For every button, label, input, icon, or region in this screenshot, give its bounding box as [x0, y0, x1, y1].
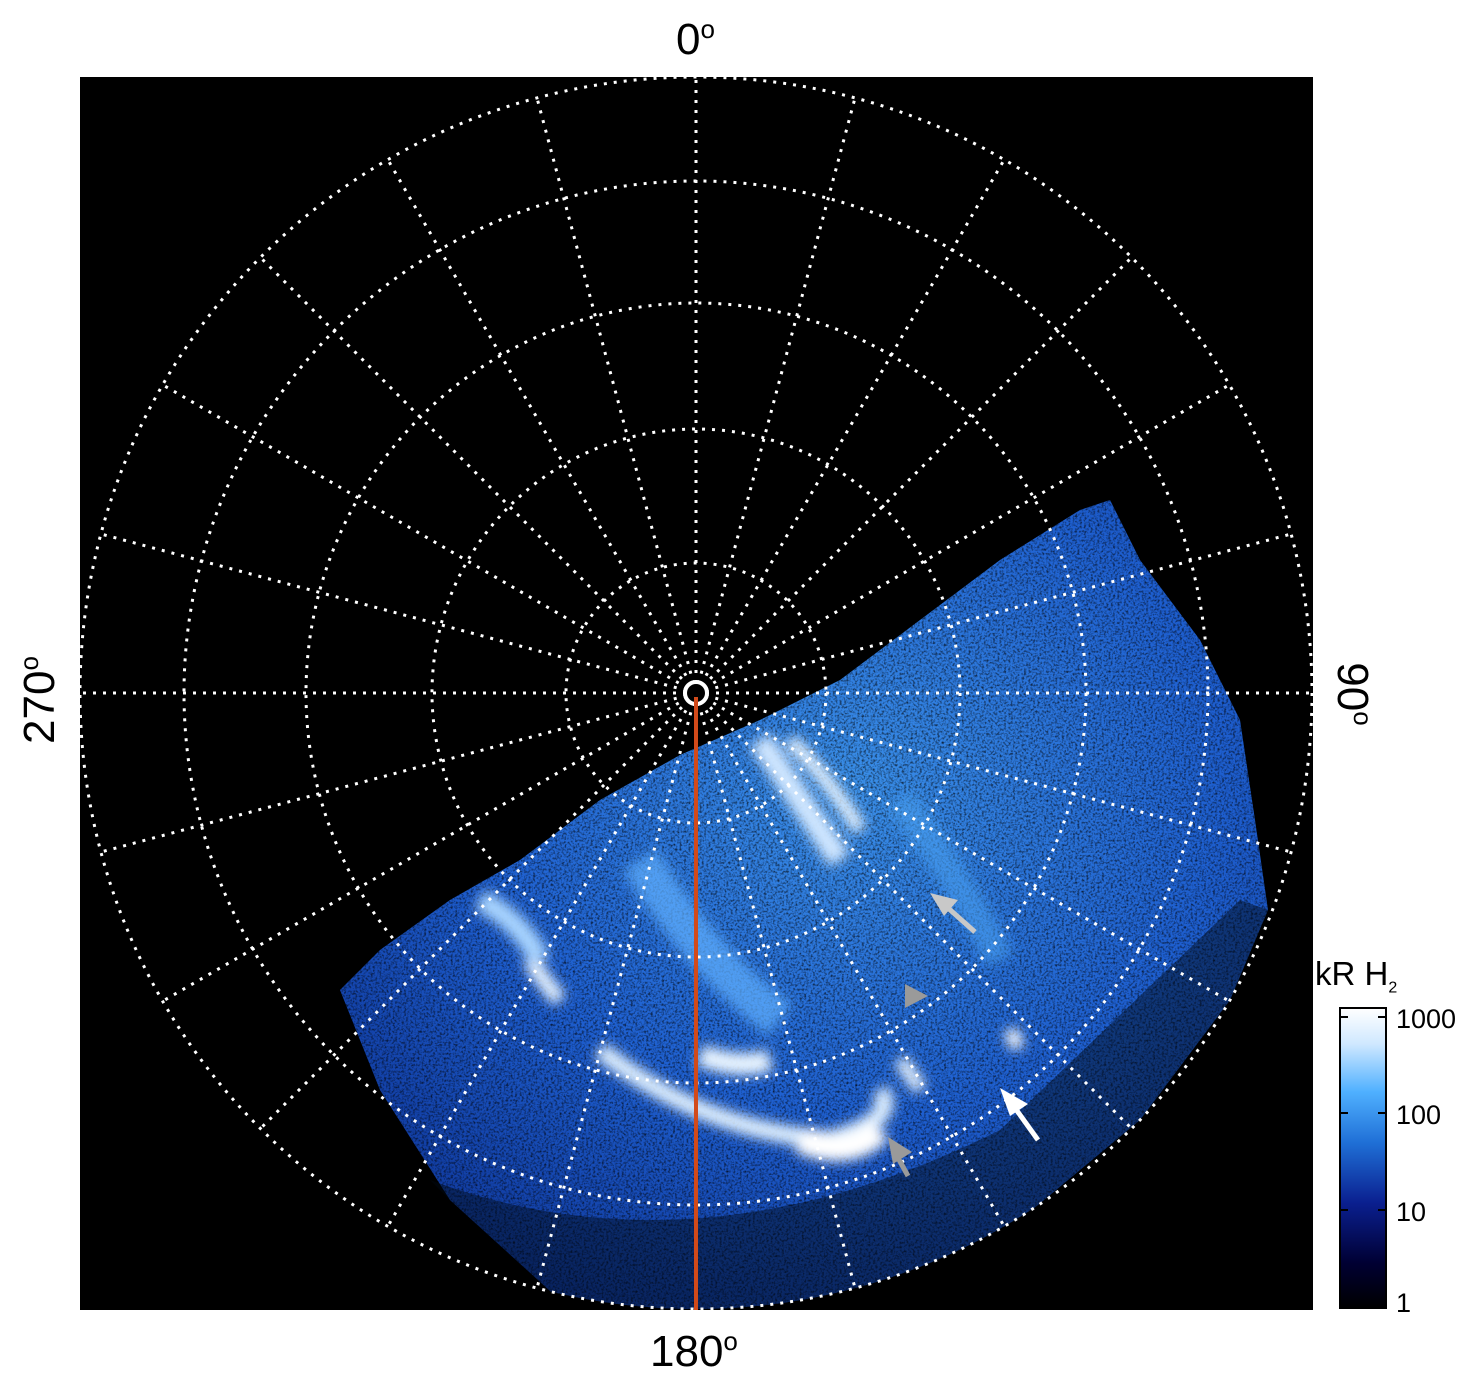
- annotation-arrows: [888, 893, 1041, 1178]
- arrow-grey-lower: [888, 1137, 912, 1178]
- axis-label-left: 270o: [14, 656, 64, 744]
- axis-label-right: 90o: [1328, 662, 1378, 726]
- colorbar-tick-1: 1: [1396, 1288, 1412, 1318]
- colorbar-tick-1000: 1000: [1396, 1004, 1457, 1034]
- arrow-white-right: [1000, 1088, 1041, 1142]
- colorbar: [1339, 1007, 1387, 1309]
- aurora-emission: [340, 500, 1268, 1309]
- axis-label-top: 0o: [676, 14, 715, 64]
- polar-grid: [80, 77, 1313, 1310]
- arrow-grey-upper: [930, 893, 977, 934]
- colorbar-tick-10: 10: [1396, 1197, 1427, 1227]
- colorbar-tick-100: 100: [1396, 1100, 1442, 1130]
- colorbar-title: kR H2: [1315, 955, 1398, 997]
- arrow-grey-middle: [905, 984, 928, 1008]
- axis-label-bottom: 180o: [650, 1326, 738, 1376]
